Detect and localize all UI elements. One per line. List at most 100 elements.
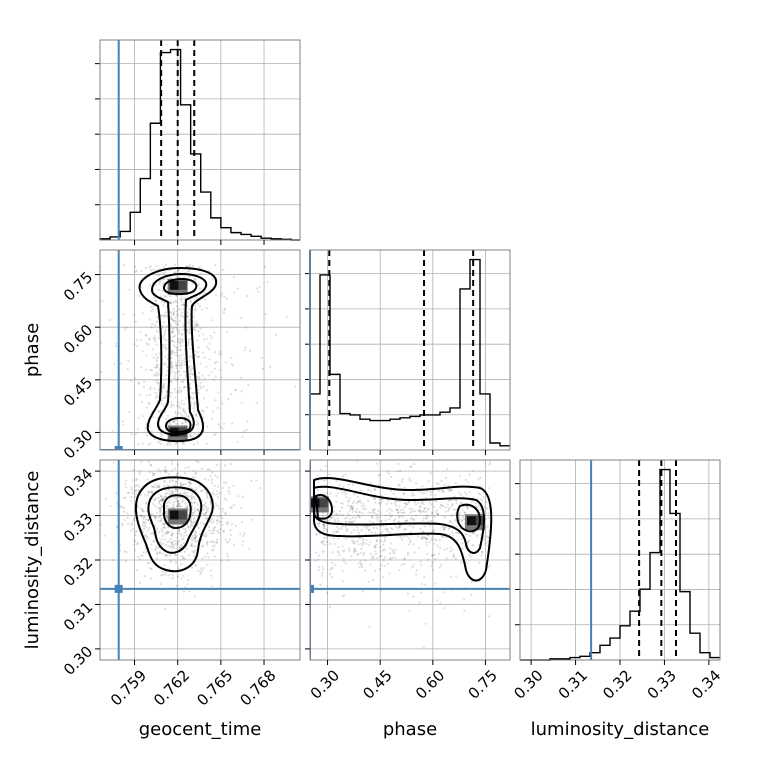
sample-point: [148, 526, 151, 530]
sample-point: [188, 328, 191, 331]
sample-point: [138, 394, 141, 397]
sample-point: [193, 392, 196, 395]
sample-point: [324, 536, 327, 539]
sample-point: [201, 351, 204, 354]
sample-point: [136, 483, 139, 487]
sample-point: [161, 505, 164, 508]
sample-point: [409, 539, 412, 542]
sample-point: [211, 319, 214, 322]
sample-point: [131, 492, 134, 495]
sample-point: [340, 527, 343, 530]
sample-point: [195, 413, 198, 416]
density-cell-peak: [466, 516, 476, 526]
sample-point: [189, 347, 192, 350]
sample-point: [196, 508, 199, 511]
sample-point: [182, 303, 185, 306]
sample-point: [412, 543, 415, 546]
sample-point: [216, 504, 219, 507]
sample-point: [195, 414, 198, 418]
sample-point: [216, 476, 219, 479]
sample-point: [215, 541, 218, 544]
sample-point: [408, 500, 411, 503]
sample-point: [155, 363, 158, 366]
sample-point: [179, 482, 182, 485]
sample-point: [317, 558, 320, 561]
sample-point: [171, 328, 174, 331]
sample-point: [156, 381, 159, 384]
sample-point: [186, 314, 189, 318]
sample-point: [397, 462, 400, 466]
sample-point: [403, 492, 406, 495]
sample-point: [175, 474, 178, 477]
sample-point: [183, 557, 187, 560]
sample-point: [178, 359, 181, 362]
sample-point: [100, 341, 103, 344]
y-tick-label: 0.32: [60, 554, 96, 590]
sample-point: [488, 487, 491, 490]
sample-point: [209, 532, 212, 535]
sample-point: [130, 495, 133, 499]
sample-point: [389, 557, 392, 560]
sample-point: [177, 502, 180, 506]
sample-point: [239, 317, 243, 320]
sample-point: [164, 311, 167, 314]
sample-point: [425, 517, 428, 520]
sample-point: [427, 558, 430, 561]
sample-point: [207, 478, 210, 482]
sample-point: [218, 352, 221, 355]
sample-point: [133, 343, 136, 346]
sample-point: [405, 502, 408, 505]
sample-point: [124, 328, 127, 331]
sample-point: [421, 491, 424, 494]
panel-contents: [310, 460, 510, 660]
sample-point: [199, 381, 202, 384]
sample-point: [351, 505, 355, 508]
sample-point: [137, 381, 140, 384]
sample-point: [193, 495, 196, 498]
sample-point: [170, 400, 173, 404]
sample-point: [158, 282, 161, 285]
sample-point: [153, 387, 156, 390]
sample-point: [189, 324, 192, 327]
sample-point: [190, 537, 193, 541]
sample-point: [336, 492, 340, 495]
sample-point: [189, 494, 192, 497]
sample-point: [379, 555, 382, 558]
sample-point: [192, 454, 194, 456]
sample-point: [207, 348, 210, 351]
sample-point: [191, 367, 194, 370]
sample-point: [169, 501, 172, 504]
sample-point: [155, 264, 158, 268]
sample-point: [422, 530, 425, 533]
sample-point: [182, 590, 185, 593]
sample-point: [184, 550, 187, 553]
sample-point: [176, 377, 179, 380]
sample-point: [62, 441, 64, 443]
sample-point: [173, 484, 176, 487]
sample-point: [171, 524, 174, 527]
sample-point: [159, 431, 162, 434]
sample-point: [178, 504, 181, 507]
sample-point: [449, 520, 452, 523]
sample-point: [486, 525, 489, 528]
sample-point: [451, 489, 454, 492]
sample-point: [150, 532, 153, 535]
sample-point: [123, 519, 126, 522]
sample-point: [155, 359, 158, 363]
sample-point: [219, 425, 222, 429]
sample-point: [154, 335, 157, 338]
sample-point: [146, 478, 149, 481]
sample-point: [171, 577, 174, 580]
sample-point: [212, 540, 215, 543]
sample-point: [176, 496, 179, 499]
sample-point: [371, 509, 374, 512]
sample-point: [224, 464, 227, 467]
sample-point: [411, 491, 414, 494]
sample-point: [461, 547, 464, 551]
sample-point: [356, 553, 359, 556]
sample-point: [341, 595, 344, 598]
sample-point: [167, 531, 170, 534]
sample-point: [142, 510, 145, 513]
sample-point: [163, 495, 166, 498]
sample-point: [341, 545, 344, 548]
